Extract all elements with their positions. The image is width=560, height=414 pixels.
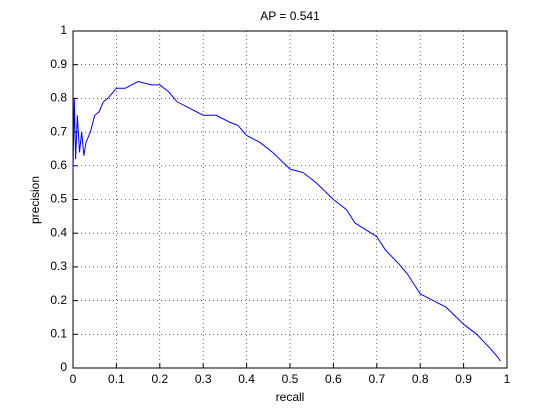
x-tick-label: 0.4: [238, 372, 255, 386]
y-tick-label: 0.3: [50, 259, 67, 273]
y-tick-label: 0.4: [50, 225, 67, 239]
x-tick-label: 0.8: [412, 372, 429, 386]
y-tick-label: 0.5: [50, 192, 67, 206]
y-tick-label: 0.1: [50, 326, 67, 340]
x-tick-label: 0.1: [108, 372, 125, 386]
y-tick-label: 0: [60, 360, 67, 374]
x-tick-label: 0.9: [455, 372, 472, 386]
y-tick-label: 0.7: [50, 124, 67, 138]
x-tick-label: 1: [504, 372, 511, 386]
x-tick-label: 0: [70, 372, 77, 386]
y-axis-label: precision: [28, 176, 42, 224]
x-tick-label: 0.6: [325, 372, 342, 386]
y-tick-label: 0.9: [50, 57, 67, 71]
x-tick-label: 0.5: [282, 372, 299, 386]
x-tick-label: 0.7: [368, 372, 385, 386]
y-tick-label: 0.2: [50, 293, 67, 307]
pr-curve: [72, 81, 501, 362]
x-tick-label: 0.2: [151, 372, 168, 386]
y-tick-label: 0.6: [50, 158, 67, 172]
x-axis-label: recall: [276, 390, 305, 404]
x-tick-label: 0.3: [195, 372, 212, 386]
y-tick-label: 1: [60, 23, 67, 37]
y-tick-label: 0.8: [50, 91, 67, 105]
chart-title: AP = 0.541: [260, 9, 320, 23]
